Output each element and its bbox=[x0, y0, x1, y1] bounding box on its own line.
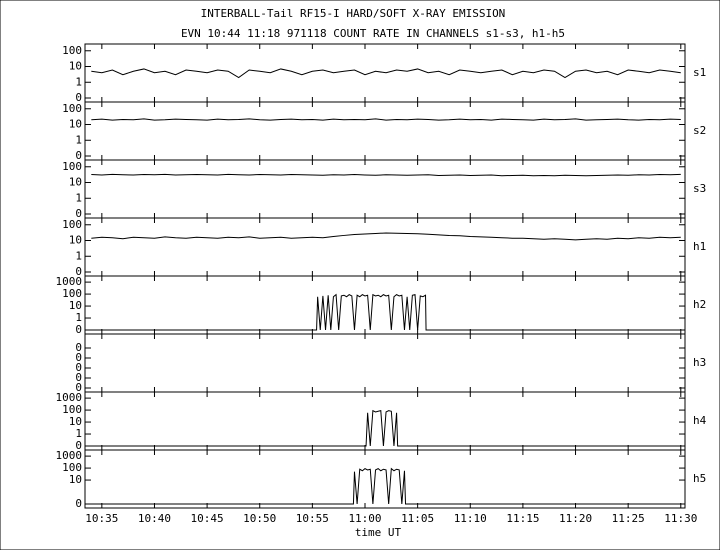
y-tick-label: 1 bbox=[75, 311, 82, 324]
series-line bbox=[86, 409, 685, 447]
y-tick-label: 1 bbox=[75, 133, 82, 146]
y-tick-label: 1000 bbox=[56, 449, 83, 462]
y-tick-label: 100 bbox=[62, 44, 82, 57]
y-tick-label: 100 bbox=[62, 218, 82, 231]
y-tick-label: 10 bbox=[69, 473, 82, 486]
series-line bbox=[91, 173, 681, 177]
y-tick-label: 1000 bbox=[56, 391, 83, 404]
series-line bbox=[86, 293, 685, 331]
series-line bbox=[91, 68, 681, 79]
x-tick-label: 11:15 bbox=[506, 512, 539, 525]
y-tick-label: 0 bbox=[75, 265, 82, 278]
panel-name: s3 bbox=[693, 182, 706, 195]
y-tick-label: 0 bbox=[75, 207, 82, 220]
panel-frame bbox=[84, 449, 686, 509]
y-tick-label: 100 bbox=[62, 461, 82, 474]
panel-name: h3 bbox=[693, 356, 706, 369]
y-tick-label: 1 bbox=[75, 427, 82, 440]
y-tick-label: 10 bbox=[69, 60, 82, 73]
y-tick-label: 1 bbox=[75, 249, 82, 262]
x-tick-label: 11:30 bbox=[664, 512, 697, 525]
y-tick-label: 100 bbox=[62, 287, 82, 300]
y-tick-label: 0 bbox=[75, 439, 82, 452]
y-tick-label: 10 bbox=[69, 176, 82, 189]
x-tick-label: 10:35 bbox=[85, 512, 118, 525]
x-tick-label: 10:50 bbox=[243, 512, 276, 525]
x-tick-label: 11:00 bbox=[348, 512, 381, 525]
panel-name: h4 bbox=[693, 414, 707, 427]
y-tick-label: 0 bbox=[75, 381, 82, 394]
y-tick-label: 0 bbox=[75, 341, 82, 354]
chart-title: INTERBALL-Tail RF15-I HARD/SOFT X-RAY EM… bbox=[201, 7, 506, 20]
x-tick-label: 10:45 bbox=[191, 512, 224, 525]
series-line bbox=[86, 467, 685, 505]
x-tick-label: 11:25 bbox=[612, 512, 645, 525]
y-tick-label: 10 bbox=[69, 234, 82, 247]
x-tick-label: 11:05 bbox=[401, 512, 434, 525]
y-tick-label: 1 bbox=[75, 191, 82, 204]
y-tick-label: 100 bbox=[62, 160, 82, 173]
chart-subtitle: EVN 10:44 11:18 971118 COUNT RATE IN CHA… bbox=[181, 27, 565, 40]
x-tick-label: 10:40 bbox=[138, 512, 171, 525]
y-tick-label: 0 bbox=[75, 361, 82, 374]
y-tick-label: 0 bbox=[75, 91, 82, 104]
panel-name: s1 bbox=[693, 66, 706, 79]
x-tick-label: 11:20 bbox=[559, 512, 592, 525]
y-tick-label: 100 bbox=[62, 403, 82, 416]
panel-name: h1 bbox=[693, 240, 706, 253]
x-tick-label: 10:55 bbox=[296, 512, 329, 525]
panel-name: h5 bbox=[693, 472, 706, 485]
y-tick-label: 100 bbox=[62, 102, 82, 115]
x-axis-label: time UT bbox=[355, 526, 402, 539]
y-tick-label: 10 bbox=[69, 299, 82, 312]
y-tick-label: 10 bbox=[69, 415, 82, 428]
y-tick-label: 10 bbox=[69, 118, 82, 131]
y-tick-label: 0 bbox=[75, 149, 82, 162]
y-tick-label: 1000 bbox=[56, 275, 83, 288]
x-tick-label: 11:10 bbox=[454, 512, 487, 525]
series-line bbox=[91, 118, 681, 121]
series-line bbox=[91, 232, 681, 241]
y-tick-label: 0 bbox=[75, 351, 82, 364]
panel-name: h2 bbox=[693, 298, 706, 311]
panel-name: s2 bbox=[693, 124, 706, 137]
y-tick-label: 1 bbox=[75, 75, 82, 88]
y-tick-label: 0 bbox=[75, 323, 82, 336]
y-tick-label: 0 bbox=[75, 371, 82, 384]
y-tick-label: 0 bbox=[75, 497, 82, 510]
